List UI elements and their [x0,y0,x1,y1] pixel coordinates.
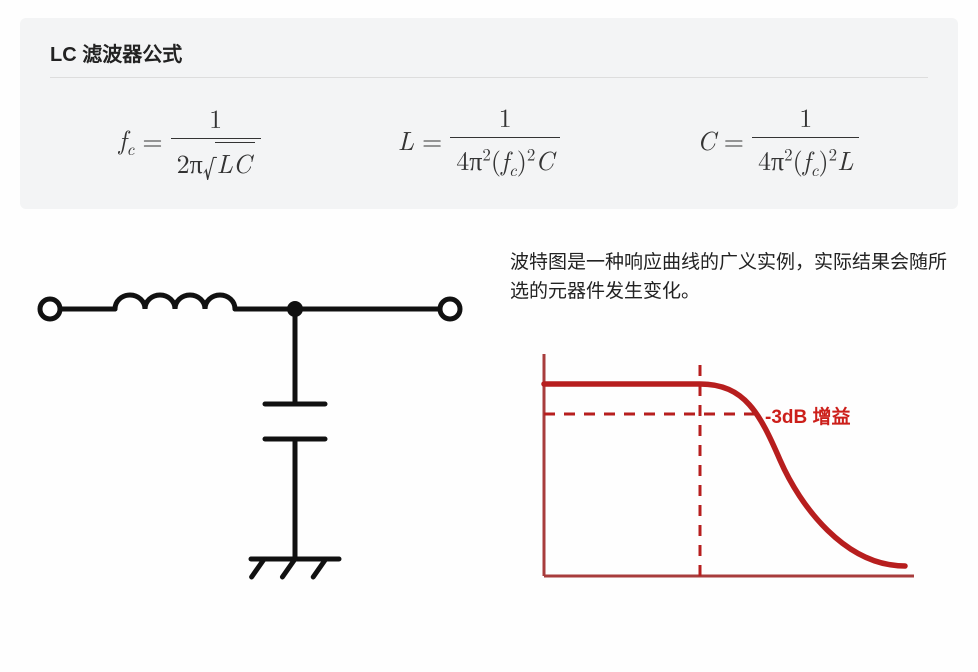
bode-chart: -3dB 增益 [510,314,930,584]
circuit-diagram [20,249,480,609]
formula-panel: LC 滤波器公式 fc = 1 2π√LC L = 1 4π2(fc)2C C [20,18,958,209]
formula-row: fc = 1 2π√LC L = 1 4π2(fc)2C C = [50,98,928,181]
formula-L: L = 1 4π2(fc)2C [398,98,560,181]
formula-C: C = 1 4π2(fc)2L [697,98,859,181]
diagram-row: 波特图是一种响应曲线的广义实例，实际结果会随所选的元器件发生变化。 -3dB 增… [0,249,978,609]
formula-title: LC 滤波器公式 [50,38,928,78]
minus-3db-label: -3dB 增益 [765,402,851,429]
formula-fc: fc = 1 2π√LC [119,99,261,181]
bode-caption: 波特图是一种响应曲线的广义实例，实际结果会随所选的元器件发生变化。 [510,249,958,306]
bode-area: 波特图是一种响应曲线的广义实例，实际结果会随所选的元器件发生变化。 -3dB 增… [510,249,958,609]
